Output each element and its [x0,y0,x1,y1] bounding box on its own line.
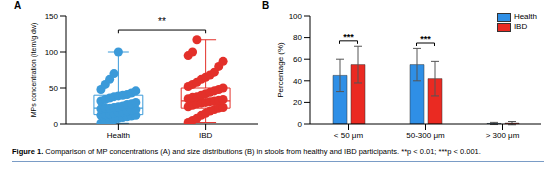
svg-text:Health: Health [107,131,130,140]
svg-text:MPs concentration (item/g dw): MPs concentration (item/g dw) [30,23,38,118]
svg-text:150: 150 [45,12,59,21]
html-text:A: A [14,0,22,11]
svg-text:0: 0 [54,120,59,129]
svg-text:50: 50 [49,84,58,93]
svg-text:40: 40 [293,77,302,86]
svg-text:> 300 μm: > 300 μm [486,131,520,140]
html-text:Health: Health [513,12,537,21]
svg-text:80: 80 [293,33,302,42]
svg-text:0: 0 [298,120,303,129]
html-text:IBD: IBD [513,22,528,31]
svg-text:60: 60 [293,55,302,64]
html-text:Figure 1. Comparison of MP con: Figure 1. Comparison of MP concentration… [12,147,481,156]
svg-text:< 50 μm: < 50 μm [334,131,364,140]
svg-text:***: *** [420,34,431,44]
svg-text:20: 20 [293,98,302,107]
svg-text:100: 100 [45,48,59,57]
svg-text:***: *** [343,32,354,42]
svg-text:IBD: IBD [199,131,213,140]
html-text:B: B [262,0,270,11]
svg-text:Percentage (%): Percentage (%) [276,42,285,98]
svg-text:**: ** [158,16,166,27]
svg-text:100: 100 [289,12,303,21]
svg-text:50-300 μm: 50-300 μm [406,131,445,140]
